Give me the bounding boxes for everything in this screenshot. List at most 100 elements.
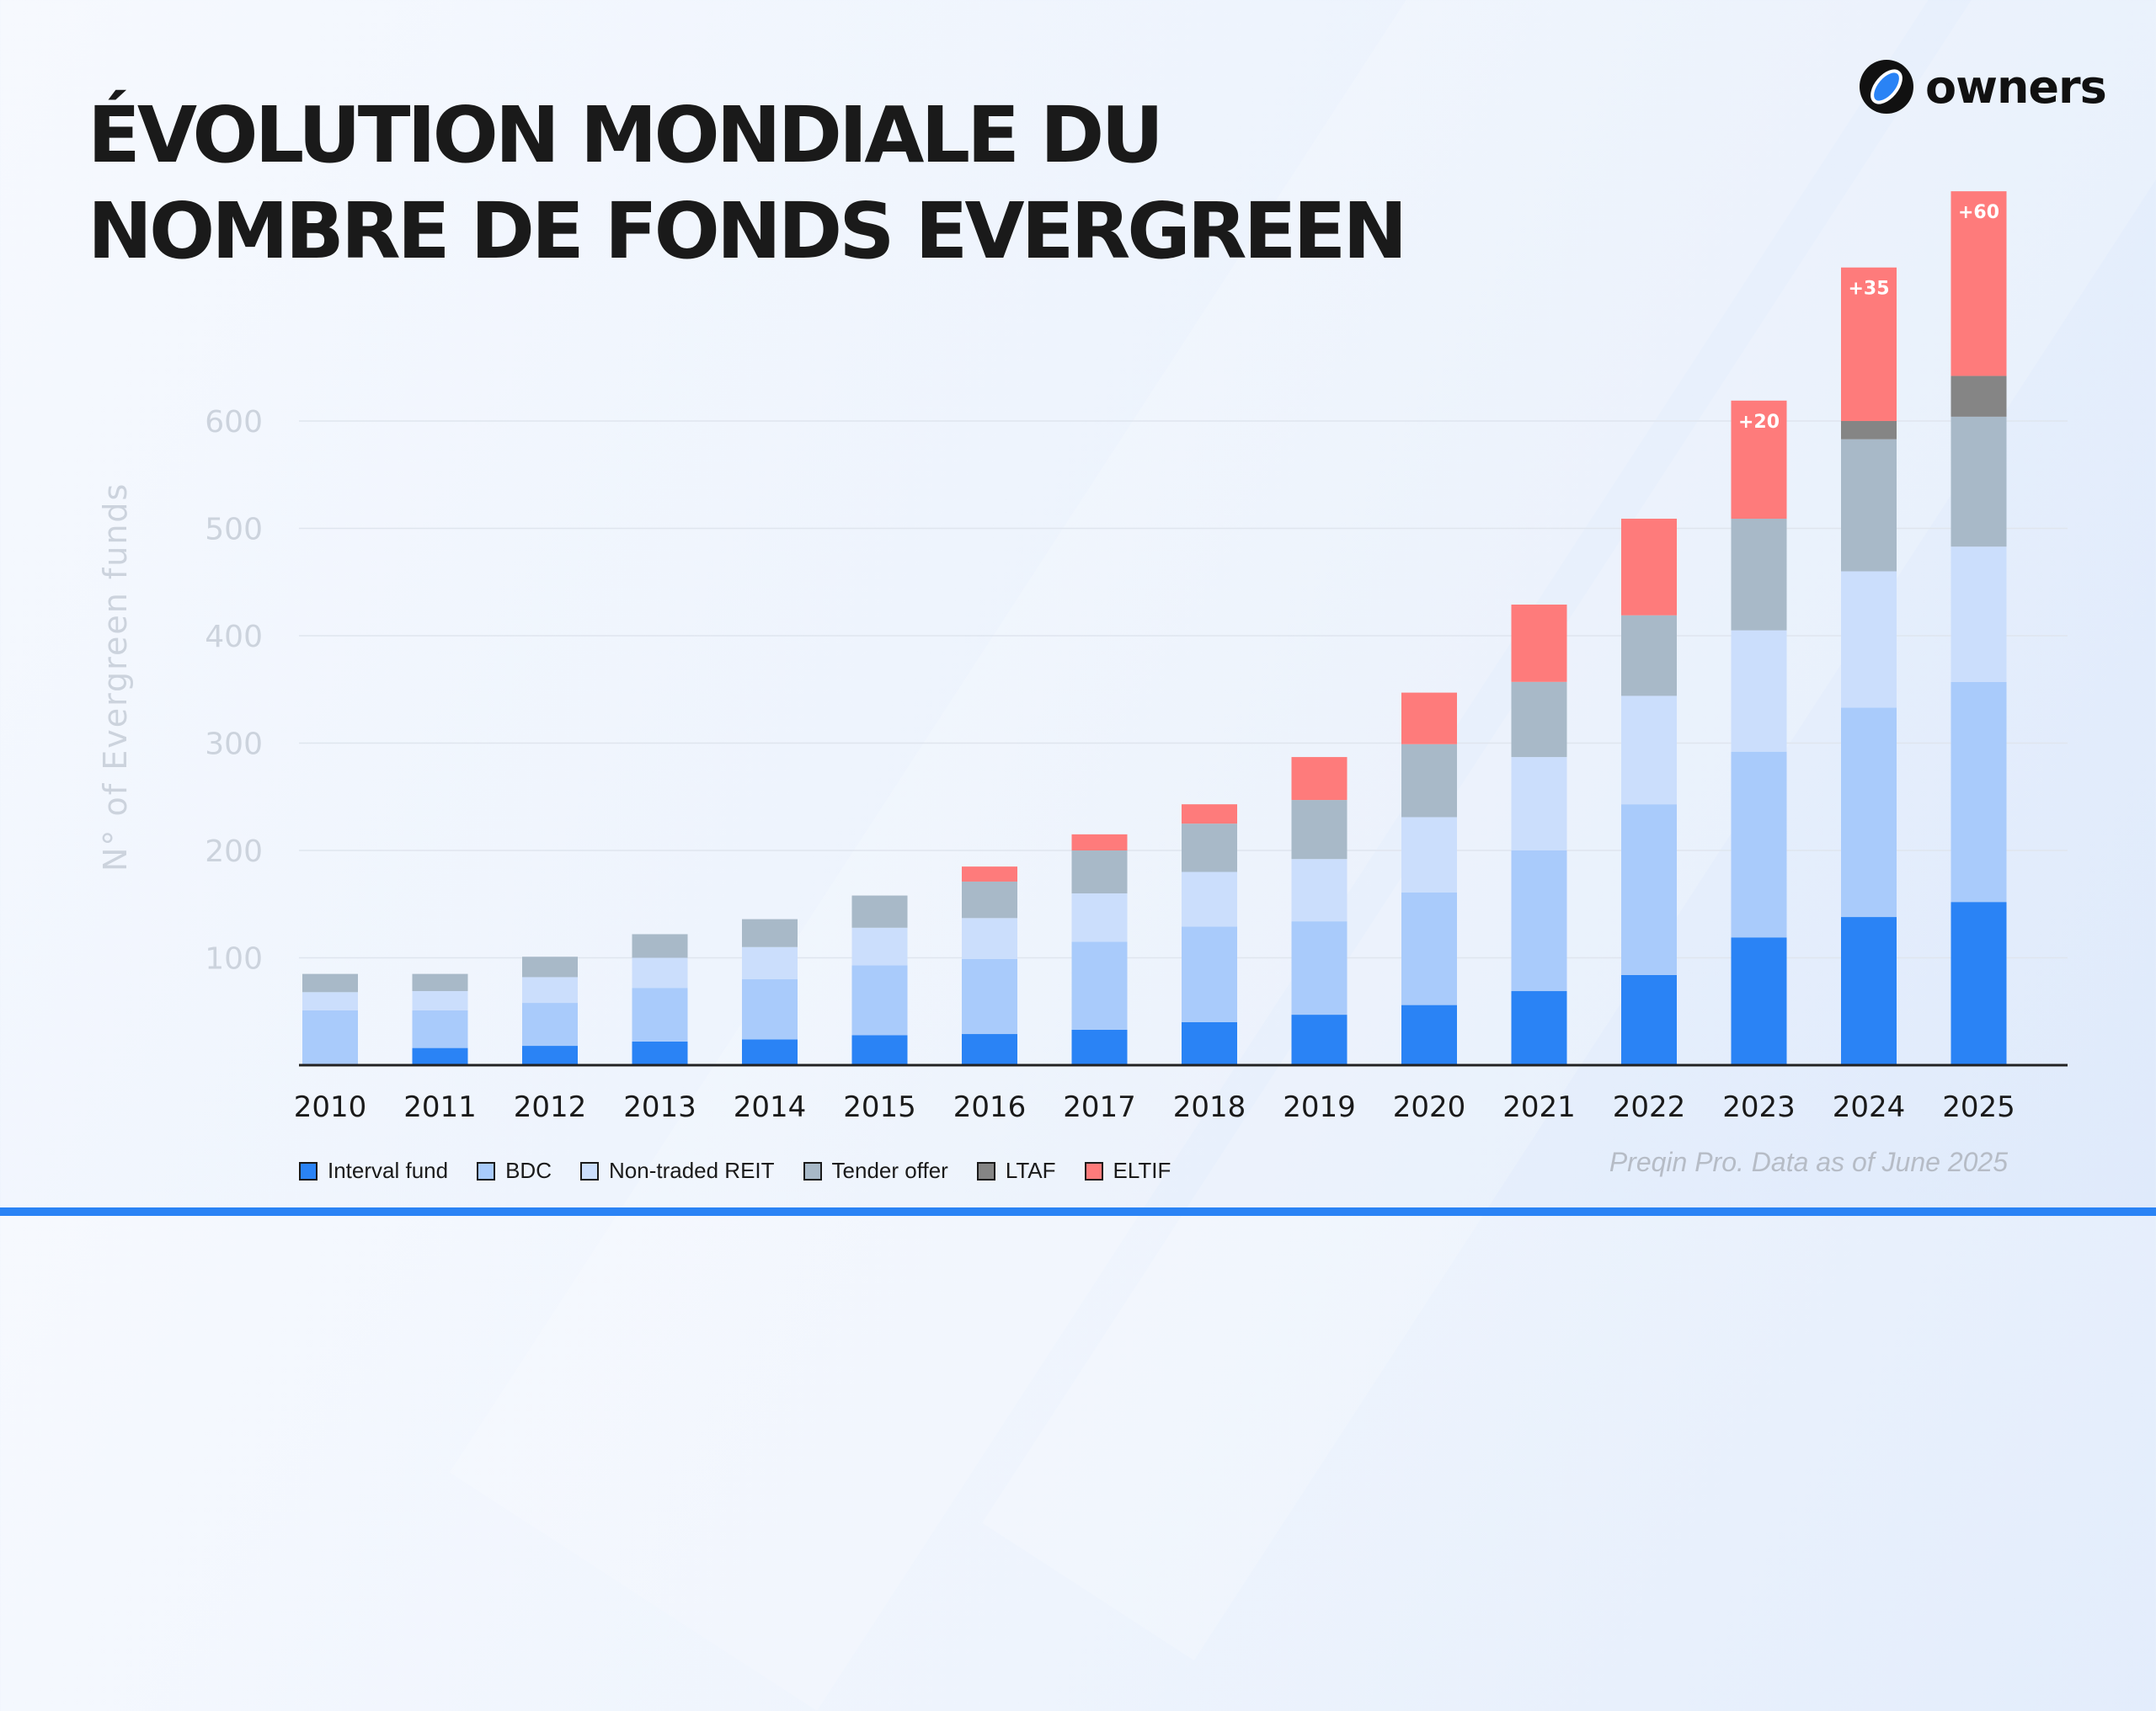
bar-segment-tender-offer <box>1291 800 1348 860</box>
bar-segment-bdc <box>742 979 798 1040</box>
x-tick-label: 2013 <box>623 1090 696 1124</box>
brand-name: owners <box>1925 60 2107 114</box>
bar-segment-tender-offer <box>1182 824 1237 872</box>
source-note: Preqin Pro. Data as of June 2025 <box>1609 1147 2008 1177</box>
legend-item: Interval fund <box>299 1158 448 1184</box>
brand-logo: owners <box>1860 57 2107 116</box>
bar-segment-tender-offer <box>302 973 358 993</box>
x-axis: 2010 2011 2012 2013 2014 2015 2016 2017 2018 2019… <box>294 1090 2015 1124</box>
bar-segment-bdc <box>1291 921 1348 1015</box>
y-axis-label: N° of Evergreen funds <box>97 482 134 871</box>
bar-segment-non-traded-reit <box>1401 817 1457 893</box>
bottom-accent-bar <box>0 1207 2156 1216</box>
legend-label: Non-traded REIT <box>609 1158 775 1183</box>
bar-segment-non-traded-reit <box>1182 871 1237 927</box>
bar-segment-bdc <box>1841 707 1897 918</box>
bar-segment-interval-fund <box>1401 1005 1457 1065</box>
x-tick-label: 2012 <box>514 1090 587 1124</box>
bar-segment-tender-offer <box>1401 744 1457 818</box>
bar-segment-bdc <box>851 965 908 1036</box>
bar-annotation: +20 <box>1738 412 1780 433</box>
bar-segment-bdc <box>1731 751 1787 938</box>
bar-segment-non-traded-reit <box>1291 859 1348 922</box>
x-tick-label: 2017 <box>1063 1090 1136 1124</box>
x-tick-label: 2011 <box>403 1090 477 1124</box>
y-tick-label: 600 <box>205 405 263 440</box>
bar-segment-non-traded-reit <box>742 946 798 979</box>
bar-segment-tender-offer <box>632 934 688 958</box>
bar-segment-bdc <box>632 988 688 1042</box>
bar-segment-eltif <box>1621 519 1677 616</box>
bar-segment-non-traded-reit <box>1951 546 2007 682</box>
legend-item: ELTIF <box>1084 1158 1171 1184</box>
bar-segment-interval-fund <box>522 1046 578 1065</box>
bar-segment-bdc <box>302 1010 358 1065</box>
bar-segment-eltif <box>1841 267 1897 421</box>
x-tick-label: 2015 <box>843 1090 916 1124</box>
bar-segment-bdc <box>412 1010 468 1048</box>
bar-segment-eltif <box>1291 757 1348 801</box>
bar-segment-eltif <box>962 866 1017 882</box>
y-tick-label: 400 <box>205 620 263 654</box>
bar-segment-non-traded-reit <box>302 992 358 1010</box>
x-tick-label: 2020 <box>1393 1090 1466 1124</box>
x-tick-label: 2023 <box>1722 1090 1796 1124</box>
bar-segment-tender-offer <box>1511 681 1567 758</box>
legend-swatch <box>1084 1161 1103 1181</box>
bar-segment-eltif <box>1401 692 1457 744</box>
bar-segment-bdc <box>1182 926 1237 1022</box>
y-tick-label: 500 <box>205 513 263 547</box>
y-tick-label: 100 <box>205 942 263 977</box>
bar-segment-bdc <box>1951 681 2007 903</box>
bar-segment-interval-fund <box>962 1034 1017 1065</box>
bars <box>302 191 2007 1065</box>
y-tick-label: 200 <box>205 834 263 869</box>
bar-segment-tender-offer <box>1951 416 2007 547</box>
legend-label: Interval fund <box>328 1158 449 1183</box>
bar-segment-interval-fund <box>1621 974 1677 1065</box>
legend-swatch <box>299 1161 318 1181</box>
bar-segment-bdc <box>1071 941 1128 1030</box>
legend: Interval fund BDC Non-traded REIT Tender of… <box>299 1158 1171 1184</box>
bar-segment-interval-fund <box>1841 917 1897 1065</box>
bar-segment-tender-offer <box>851 895 908 928</box>
bar-segment-tender-offer <box>1071 850 1128 893</box>
bar-segment-interval-fund <box>1291 1015 1348 1065</box>
bar-segment-non-traded-reit <box>962 918 1017 959</box>
bar-segment-bdc <box>1401 892 1457 1005</box>
bar-segment-tender-offer <box>1621 615 1677 696</box>
legend-swatch <box>477 1161 496 1181</box>
legend-label: ELTIF <box>1113 1158 1171 1183</box>
bar-segment-tender-offer <box>1731 519 1787 631</box>
bar-segment-non-traded-reit <box>1841 571 1897 708</box>
bar-segment-non-traded-reit <box>851 927 908 966</box>
bar-segment-tender-offer <box>962 881 1017 919</box>
x-tick-label: 2021 <box>1502 1090 1576 1124</box>
bar-segment-non-traded-reit <box>1511 757 1567 850</box>
bar-segment-interval-fund <box>412 1047 468 1065</box>
bar-segment-bdc <box>1621 804 1677 975</box>
x-tick-label: 2014 <box>734 1090 807 1124</box>
owners-logo-icon <box>1860 60 1913 114</box>
x-tick-label: 2025 <box>1942 1090 2015 1124</box>
bar-segment-bdc <box>1511 850 1567 992</box>
x-tick-label: 2016 <box>953 1090 1027 1124</box>
x-tick-label: 2024 <box>1833 1090 1906 1124</box>
legend-label: Tender offer <box>831 1158 948 1183</box>
bar-segment-interval-fund <box>1182 1022 1237 1065</box>
bar-segment-eltif <box>1182 804 1237 824</box>
bar-segment-eltif <box>1731 400 1787 520</box>
bar-segment-non-traded-reit <box>522 977 578 1004</box>
bar-segment-non-traded-reit <box>1621 696 1677 805</box>
y-tick-label: 300 <box>205 728 263 762</box>
bar-segment-tender-offer <box>522 957 578 978</box>
legend-item: Non-traded REIT <box>580 1158 775 1184</box>
bar-segment-eltif <box>1511 605 1567 682</box>
bar-segment-interval-fund <box>1731 937 1787 1065</box>
bar-segment-tender-offer <box>1841 439 1897 572</box>
legend-item: LTAF <box>976 1158 1056 1184</box>
legend-item: BDC <box>477 1158 552 1184</box>
title-line-1: ÉVOLUTION MONDIALE DU <box>88 90 1164 180</box>
x-tick-label: 2022 <box>1613 1090 1686 1124</box>
